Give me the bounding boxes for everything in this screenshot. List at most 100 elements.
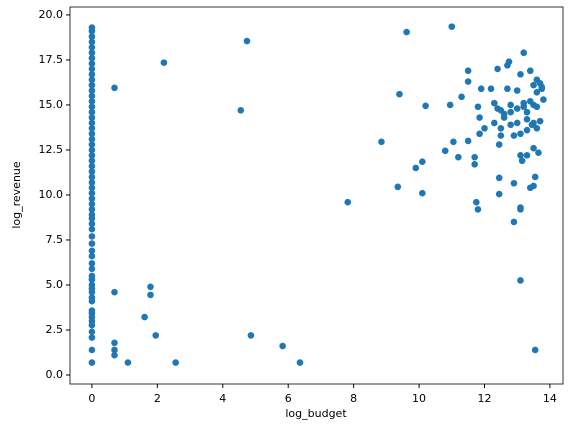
point bbox=[471, 161, 478, 168]
point bbox=[88, 206, 96, 213]
y-tick-label: 15.0 bbox=[39, 98, 64, 111]
point bbox=[88, 334, 96, 341]
point bbox=[88, 87, 96, 94]
point bbox=[88, 157, 96, 165]
x-axis-label: log_budget bbox=[285, 407, 347, 420]
point bbox=[504, 85, 511, 93]
point bbox=[448, 23, 456, 30]
point bbox=[88, 92, 96, 100]
point bbox=[88, 71, 96, 78]
point bbox=[88, 260, 96, 267]
point bbox=[88, 173, 96, 181]
point bbox=[450, 138, 457, 146]
point bbox=[412, 164, 420, 172]
point bbox=[88, 247, 96, 255]
y-tick-label: 10.0 bbox=[39, 188, 64, 201]
point bbox=[530, 81, 537, 89]
point bbox=[88, 98, 96, 105]
point bbox=[111, 339, 118, 347]
point bbox=[513, 119, 521, 127]
point bbox=[237, 107, 245, 114]
point bbox=[344, 198, 352, 206]
point bbox=[88, 108, 96, 116]
point bbox=[88, 195, 96, 202]
plot-frame bbox=[69, 6, 564, 385]
point bbox=[147, 291, 154, 299]
point bbox=[88, 240, 96, 247]
point bbox=[513, 105, 521, 112]
point bbox=[88, 24, 96, 31]
point bbox=[487, 85, 495, 93]
point bbox=[520, 49, 528, 57]
point bbox=[464, 137, 472, 145]
point bbox=[88, 281, 96, 289]
point bbox=[494, 65, 501, 73]
point bbox=[88, 119, 96, 127]
point bbox=[446, 101, 454, 109]
y-tick-label: 5.0 bbox=[46, 278, 64, 291]
point bbox=[396, 90, 403, 98]
point bbox=[491, 119, 498, 127]
point bbox=[88, 162, 96, 170]
point bbox=[535, 149, 542, 156]
point bbox=[88, 294, 96, 301]
point bbox=[531, 173, 539, 181]
point bbox=[88, 211, 96, 219]
point bbox=[111, 351, 118, 359]
point bbox=[510, 179, 518, 187]
point bbox=[88, 146, 96, 154]
point bbox=[296, 359, 304, 366]
point bbox=[88, 168, 96, 175]
point bbox=[160, 59, 168, 66]
point bbox=[88, 76, 96, 84]
point bbox=[88, 135, 96, 143]
point bbox=[88, 81, 96, 89]
point bbox=[247, 332, 255, 339]
point bbox=[88, 346, 96, 354]
point bbox=[538, 83, 546, 91]
point bbox=[152, 332, 160, 339]
y-axis-label: log_revenue bbox=[10, 161, 23, 229]
point bbox=[88, 49, 96, 57]
point bbox=[507, 121, 514, 129]
point bbox=[495, 190, 503, 198]
point bbox=[540, 96, 547, 103]
point bbox=[517, 71, 524, 78]
x-tick-label: 8 bbox=[350, 392, 357, 405]
point bbox=[88, 130, 96, 138]
point bbox=[520, 99, 528, 107]
point bbox=[88, 189, 96, 197]
point bbox=[518, 157, 526, 165]
point bbox=[517, 130, 524, 138]
point bbox=[88, 65, 96, 73]
point bbox=[88, 125, 96, 132]
point bbox=[88, 33, 96, 40]
point bbox=[497, 132, 505, 139]
y-tick-label: 2.5 bbox=[46, 323, 64, 336]
point bbox=[111, 346, 118, 354]
point bbox=[88, 184, 96, 192]
point bbox=[533, 89, 541, 96]
y-tick-label: 0.0 bbox=[46, 368, 64, 381]
x-tick-label: 0 bbox=[88, 392, 95, 405]
point bbox=[403, 28, 410, 36]
point bbox=[88, 359, 96, 366]
point bbox=[533, 103, 541, 111]
point bbox=[510, 132, 518, 139]
point bbox=[419, 158, 426, 165]
point bbox=[422, 102, 429, 110]
y-tick-label: 17.5 bbox=[39, 53, 64, 66]
point bbox=[497, 125, 505, 132]
point bbox=[88, 307, 96, 314]
point bbox=[517, 206, 524, 213]
point bbox=[88, 328, 96, 336]
point bbox=[141, 313, 148, 321]
x-tick-label: 10 bbox=[412, 392, 426, 405]
x-tick-label: 14 bbox=[543, 392, 557, 405]
point bbox=[530, 182, 537, 190]
point bbox=[464, 67, 472, 75]
point bbox=[505, 58, 513, 66]
point bbox=[88, 54, 96, 62]
point bbox=[513, 87, 521, 94]
